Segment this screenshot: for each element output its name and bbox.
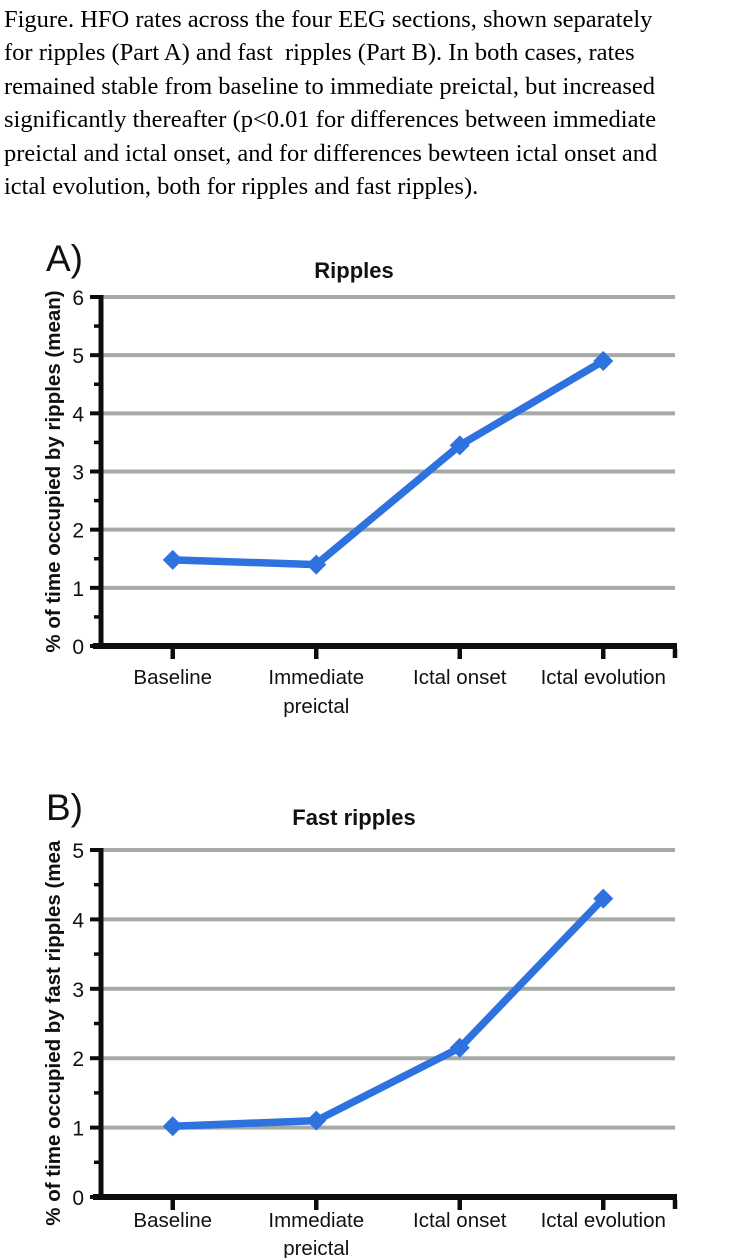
- figure-caption: Figure. HFO rates across the four EEG se…: [4, 6, 658, 201]
- chart-b-title: Fast ripples: [292, 805, 416, 830]
- y-tick-label: 2: [72, 1048, 84, 1071]
- x-category-label: Ictal onset: [413, 666, 507, 689]
- data-series-line: [169, 894, 607, 1130]
- x-category-label: Baseline: [133, 1209, 212, 1232]
- data-point-marker: [593, 350, 614, 371]
- y-tick-label: 1: [72, 1118, 84, 1141]
- y-tick-label: 1: [72, 578, 84, 601]
- data-point-marker: [306, 1110, 327, 1131]
- data-point-marker: [449, 1037, 470, 1058]
- y-tick-label: 3: [72, 462, 84, 485]
- chart-a-title: Ripples: [314, 258, 394, 283]
- y-axis-title: % of time occupied by fast ripples (mean…: [42, 840, 65, 1226]
- x-category-label: Baseline: [133, 666, 212, 689]
- data-point-marker: [162, 549, 183, 570]
- y-tick-label: 0: [72, 636, 84, 659]
- x-category-label: Immediate: [268, 1209, 364, 1232]
- data-point-marker: [593, 888, 614, 909]
- y-tick-label: 6: [72, 287, 84, 310]
- x-category-label: Ictal onset: [413, 1209, 507, 1232]
- data-point-marker: [306, 554, 327, 575]
- panel-a-label: A): [46, 238, 83, 279]
- x-category-label: Immediate: [268, 666, 364, 689]
- x-category-label: Ictal evolution: [541, 666, 666, 689]
- ripples-line-chart: 0 1 2 3 4 5 6 Baseline Immediate preictal Ictal on…: [42, 287, 678, 718]
- y-axis-title: % of time occupied by ripples (mean): [42, 290, 65, 652]
- x-category-label: Ictal evolution: [541, 1209, 666, 1232]
- data-point-marker: [162, 1116, 183, 1137]
- data-series-line: [169, 357, 607, 569]
- data-point-marker: [449, 435, 470, 456]
- y-tick-label: 5: [72, 840, 84, 863]
- x-category-label: preictal: [283, 1237, 349, 1258]
- y-tick-label: 2: [72, 520, 84, 543]
- y-tick-label: 3: [72, 979, 84, 1002]
- panel-b-label: B): [46, 787, 83, 828]
- y-tick-label: 4: [72, 403, 84, 426]
- x-category-label: preictal: [283, 695, 349, 718]
- y-tick-label: 4: [72, 909, 84, 932]
- fast-ripples-line-chart: 0 1 2 3 4 5 Baseline Immediate preictal Ictal ons…: [42, 840, 678, 1258]
- y-tick-label: 0: [72, 1187, 84, 1210]
- y-tick-label: 5: [72, 345, 84, 368]
